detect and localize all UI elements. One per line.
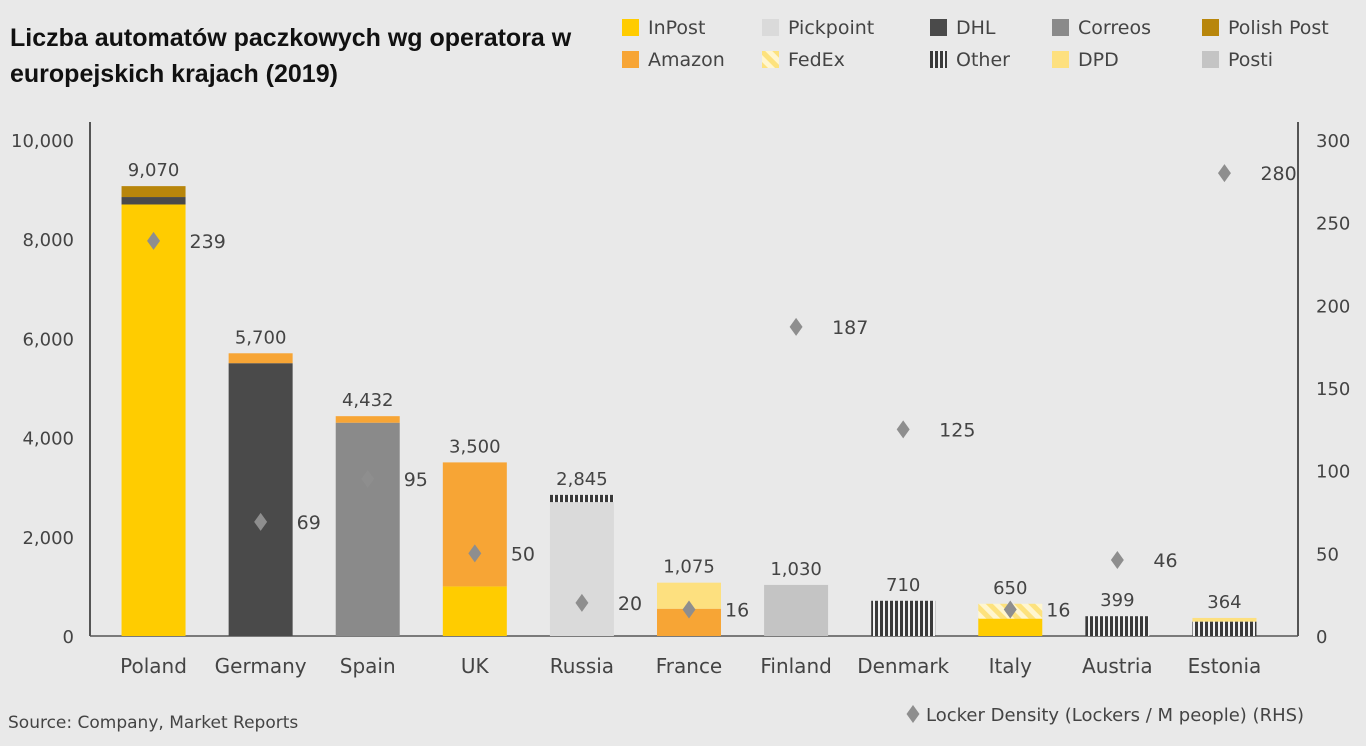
source-note: Source: Company, Market Reports: [8, 713, 299, 733]
legend-swatch-amazon: [622, 51, 639, 68]
x-tick-label-estonia: Estonia: [1188, 654, 1262, 678]
y-left-tick-label: 4,000: [22, 429, 74, 450]
y-left-tick-label: 0: [63, 627, 74, 648]
density-label-russia: 20: [618, 593, 642, 615]
density-marker-spain: [361, 469, 375, 488]
bar-segment-estonia-other: [1192, 621, 1257, 636]
x-tick-label-spain: Spain: [340, 654, 396, 678]
bar-segment-russia-pickpoint: [549, 502, 614, 636]
y-right-tick-label: 250: [1316, 214, 1350, 235]
legend-label-dpd: DPD: [1078, 49, 1119, 71]
legend-swatch-inpost: [622, 19, 639, 36]
x-tick-label-germany: Germany: [215, 654, 307, 678]
y-right-tick-label: 50: [1316, 544, 1339, 565]
density-label-france: 16: [725, 600, 749, 622]
density-legend-label: Locker Density (Lockers / M people) (RHS…: [926, 705, 1304, 726]
legend-label-amazon: Amazon: [648, 49, 725, 71]
density-marker-denmark: [896, 420, 910, 439]
legend-label-dhl: DHL: [956, 17, 996, 39]
y-left-tick-label: 8,000: [22, 230, 74, 251]
y-right-tick-label: 300: [1316, 131, 1350, 152]
legend-swatch-correos: [1052, 19, 1069, 36]
density-label-finland: 187: [832, 317, 868, 339]
legend-label-correos: Correos: [1078, 17, 1151, 39]
bar-segment-spain-correos: [335, 422, 400, 636]
legend-swatch-posti: [1202, 51, 1219, 68]
bar-segment-russia-other: [549, 494, 614, 503]
legend-swatch-dhl: [930, 19, 947, 36]
bar-total-label-poland: 9,070: [128, 160, 180, 181]
bar-segment-italy-inpost: [978, 618, 1043, 636]
bar-segment-uk-inpost: [442, 586, 507, 636]
bar-segment-spain-amazon: [335, 416, 400, 423]
bar-segment-germany-dhl: [228, 363, 293, 636]
bar-total-label-italy: 650: [993, 578, 1027, 599]
density-marker-finland: [789, 317, 803, 336]
density-marker-germany: [254, 512, 268, 531]
legend-label-posti: Posti: [1228, 49, 1273, 71]
density-marker-russia: [575, 593, 589, 612]
density-marker-poland: [147, 231, 161, 250]
legend-swatch-other: [930, 51, 947, 68]
bar-segment-poland-inpost: [121, 204, 186, 637]
x-tick-label-finland: Finland: [760, 654, 831, 678]
chart-title: Liczba automatów paczkowych wg operatora…: [10, 24, 572, 88]
y-right-tick-label: 100: [1316, 462, 1350, 483]
legend-label-polish-post: Polish Post: [1228, 17, 1329, 39]
y-right-tick-label: 0: [1316, 627, 1327, 648]
x-tick-label-austria: Austria: [1082, 654, 1153, 678]
x-tick-label-uk: UK: [461, 654, 490, 678]
density-marker-italy: [1003, 600, 1017, 619]
bar-total-label-russia: 2,845: [556, 469, 608, 490]
bar-total-label-austria: 399: [1100, 590, 1134, 611]
x-tick-label-poland: Poland: [120, 654, 187, 678]
bar-total-label-germany: 5,700: [235, 327, 287, 348]
bar-segment-estonia-dpd: [1192, 617, 1257, 622]
bar-total-label-spain: 4,432: [342, 390, 394, 411]
density-label-poland: 239: [190, 231, 226, 253]
y-right-tick-label: 200: [1316, 296, 1350, 317]
bar-segment-poland-dhl: [121, 197, 186, 205]
bar-total-label-france: 1,075: [663, 557, 715, 578]
bar-segment-uk-amazon: [442, 462, 507, 587]
density-marker-austria: [1110, 550, 1124, 569]
y-left-tick-label: 10,000: [11, 131, 74, 152]
density-label-germany: 69: [297, 512, 321, 534]
legend-swatch-dpd: [1052, 51, 1069, 68]
x-tick-label-denmark: Denmark: [857, 654, 949, 678]
bar-total-label-denmark: 710: [886, 575, 920, 596]
density-label-uk: 50: [511, 543, 535, 565]
y-left-tick-label: 2,000: [22, 528, 74, 549]
x-tick-label-italy: Italy: [989, 654, 1033, 678]
y-left-tick-label: 6,000: [22, 329, 74, 350]
bar-total-label-finland: 1,030: [770, 559, 822, 580]
bar-total-label-estonia: 364: [1207, 592, 1241, 613]
legend-label-other: Other: [956, 49, 1010, 71]
density-label-estonia: 280: [1260, 163, 1296, 185]
density-marker-france: [682, 600, 696, 619]
legend-label-pickpoint: Pickpoint: [788, 17, 874, 39]
bar-segment-finland-posti: [764, 584, 829, 636]
density-label-spain: 95: [404, 469, 428, 491]
bar-segment-germany-amazon: [228, 353, 293, 364]
legend-swatch-fedex: [762, 51, 779, 68]
density-label-italy: 16: [1046, 600, 1070, 622]
x-tick-label-russia: Russia: [550, 654, 614, 678]
bar-segment-austria-other: [1085, 616, 1150, 636]
density-label-austria: 46: [1153, 550, 1177, 572]
y-right-tick-label: 150: [1316, 379, 1350, 400]
legend-label-inpost: InPost: [648, 17, 705, 39]
bar-total-label-uk: 3,500: [449, 436, 501, 457]
bar-segment-poland-polish-post: [121, 186, 186, 198]
density-label-denmark: 125: [939, 419, 975, 441]
density-marker-estonia: [1217, 164, 1231, 183]
x-tick-label-france: France: [656, 654, 723, 678]
density-marker-uk: [468, 544, 482, 563]
legend-swatch-polish-post: [1202, 19, 1219, 36]
density-legend-marker: [906, 705, 920, 723]
bar-segment-denmark-other: [871, 600, 936, 636]
legend-label-fedex: FedEx: [788, 49, 845, 71]
legend-swatch-pickpoint: [762, 19, 779, 36]
